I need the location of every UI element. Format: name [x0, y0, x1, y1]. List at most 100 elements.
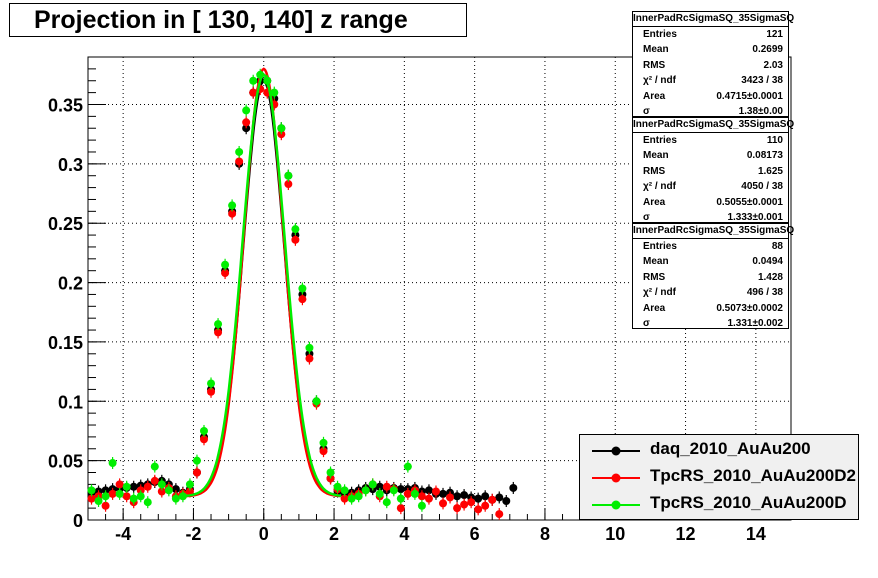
y-tick-label: 0.15 — [48, 333, 83, 353]
legend-marker-icon — [592, 446, 640, 456]
data-point — [481, 501, 490, 510]
data-point — [101, 501, 110, 510]
data-point — [115, 480, 124, 489]
x-tick-label: 8 — [540, 524, 550, 544]
stats-row-mean: Mean 0.2699 — [633, 42, 788, 57]
legend-entry-tpcrs-d2: TpcRS_2010_AuAu200D2 — [580, 465, 860, 492]
data-point — [228, 209, 237, 218]
data-point — [164, 486, 173, 495]
stats-value: 1.333±0.001 — [727, 211, 783, 223]
data-point — [495, 510, 504, 519]
data-point — [249, 76, 258, 85]
data-point — [354, 492, 363, 501]
data-point — [263, 76, 272, 85]
stats-value: 1.625 — [757, 165, 783, 177]
data-point — [474, 494, 483, 503]
legend-entry-daq: daq_2010_AuAu200 — [580, 438, 860, 465]
data-point — [87, 486, 96, 495]
stats-value: 121 — [766, 29, 783, 40]
data-point — [460, 500, 469, 509]
data-point — [143, 482, 152, 491]
data-point — [481, 492, 490, 501]
data-point — [228, 201, 237, 210]
data-point — [256, 70, 265, 79]
stats-row-entries: Entries 88 — [633, 239, 788, 254]
data-point — [115, 489, 124, 498]
stats-value: 110 — [766, 135, 783, 146]
legend-entry-tpcrs-d: TpcRS_2010_AuAu200D — [580, 492, 860, 519]
y-tick-label: 0.05 — [48, 452, 83, 472]
stats-key: Mean — [643, 150, 669, 162]
fit-curve — [186, 67, 342, 498]
stats-value: 2.03 — [763, 59, 783, 71]
stats-key: χ² / ndf — [643, 287, 676, 299]
data-point — [214, 328, 223, 337]
data-point — [108, 489, 117, 498]
data-point — [439, 499, 448, 508]
data-point — [242, 118, 251, 127]
data-point — [312, 397, 321, 406]
stats-box-tpcrs-d: InnerPadRcSigmaSQ_35SigmaSQ Entries 88 Me… — [632, 223, 794, 329]
data-point — [446, 493, 455, 502]
data-point — [453, 504, 462, 513]
data-point — [136, 492, 145, 501]
data-point — [150, 462, 159, 471]
legend-label: daq_2010_AuAu200 — [650, 439, 811, 458]
data-point — [417, 501, 426, 510]
data-point — [340, 494, 349, 503]
y-tick-label: 0 — [73, 511, 83, 531]
legend-label: TpcRS_2010_AuAu200D2 — [650, 466, 856, 485]
data-point — [396, 494, 405, 503]
data-point — [319, 447, 328, 456]
data-point — [143, 498, 152, 507]
data-point — [382, 482, 391, 491]
x-tick-label: 14 — [746, 524, 766, 544]
data-point — [94, 497, 103, 506]
data-point — [347, 494, 356, 503]
data-point — [474, 505, 483, 514]
stats-value: 0.4715±0.0001 — [716, 90, 783, 102]
stats-value: 0.5073±0.0002 — [716, 302, 783, 314]
data-point — [319, 438, 328, 447]
data-point — [291, 225, 300, 234]
stats-box-tpcrs-d2: InnerPadRcSigmaSQ_35SigmaSQ Entries 110 M… — [632, 117, 794, 225]
stats-row-mean: Mean 0.08173 — [633, 148, 788, 163]
data-point — [87, 494, 96, 503]
stats-row-rms: RMS 2.03 — [633, 58, 788, 73]
stats-value: 0.5055±0.0001 — [716, 196, 783, 208]
data-point — [207, 387, 216, 396]
data-point — [417, 492, 426, 501]
stats-value: 3423 / 38 — [741, 75, 783, 87]
x-tick-label: 6 — [470, 524, 480, 544]
data-point — [207, 379, 216, 388]
data-point — [502, 497, 511, 506]
stats-row-entries: Entries 110 — [633, 133, 788, 148]
data-point — [242, 106, 251, 115]
stats-key: σ — [643, 105, 650, 117]
data-point — [235, 157, 244, 166]
data-point — [157, 487, 166, 496]
stats-title: InnerPadRcSigmaSQ_35SigmaSQ — [633, 12, 794, 27]
stats-box-daq: InnerPadRcSigmaSQ_35SigmaSQ Entries 121 M… — [632, 11, 794, 117]
data-point — [199, 426, 208, 435]
data-point — [129, 482, 138, 491]
stats-key: Entries — [643, 241, 677, 252]
data-point — [431, 487, 440, 496]
data-point — [305, 354, 314, 363]
data-point — [495, 493, 504, 502]
data-point — [221, 260, 230, 269]
legend-marker-icon — [592, 500, 640, 510]
stats-key: σ — [643, 211, 650, 223]
data-point — [298, 284, 307, 293]
x-tick-label: -4 — [115, 524, 131, 544]
data-point — [108, 459, 117, 468]
stats-row-area: Area 0.5073±0.0002 — [633, 301, 788, 316]
data-point — [410, 489, 419, 498]
stats-key: RMS — [643, 271, 666, 283]
y-tick-label: 0.3 — [58, 155, 83, 175]
stats-row-sigma: σ 1.333±0.001 — [633, 210, 788, 225]
data-point — [178, 492, 187, 501]
x-tick-label: -2 — [185, 524, 201, 544]
stats-key: RMS — [643, 59, 666, 71]
data-point — [122, 492, 131, 501]
